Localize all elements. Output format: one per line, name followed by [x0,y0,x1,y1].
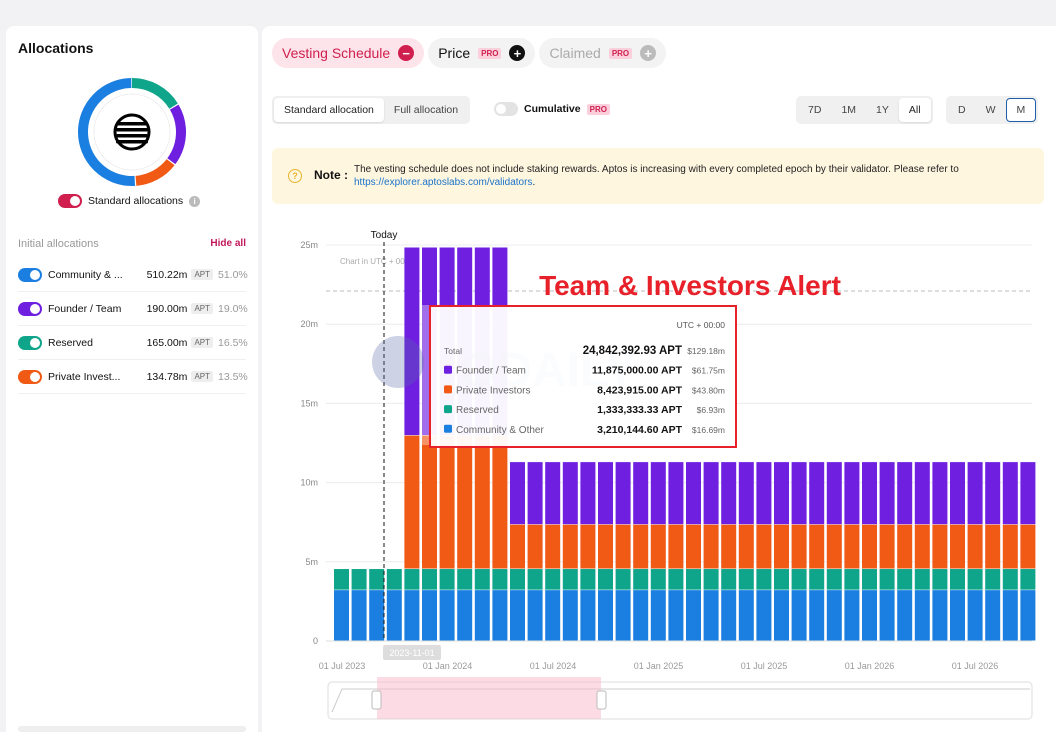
standard-allocations-label: Standard allocations [88,195,184,207]
tab-label: Claimed [549,45,601,61]
note-text: The vesting schedule does not include st… [354,163,1034,189]
allocation-percent: 13.5% [218,370,248,383]
allocation-name: Reserved [48,336,93,349]
allocation-name: Community & ... [48,268,123,281]
allocation-amount: 134.78m [146,370,188,383]
allocation-percent: 19.0% [218,302,248,315]
donut-segment-reserved [78,78,186,186]
allocation-percent: 16.5% [218,336,248,349]
tab-label: Price [438,45,471,61]
note-banner: ? Note : The vesting schedule does not i… [272,148,1044,204]
initial-allocations-header: Initial allocations Hide all [18,238,246,250]
allocation-amount: 190.00m [146,302,188,315]
allocation-toggle[interactable] [18,301,42,316]
warning-icon: ? [288,169,302,183]
allocation-toggle[interactable] [18,267,42,282]
allocation-list: Community & ... 510.22m APT 51.0% Founder / … [18,258,248,394]
chart-tabs: Vesting Schedule − Price PRO + Claimed P… [272,38,667,68]
sidebar-title: Allocations [18,40,94,56]
chart-controls: Standard allocation Full allocation Cumu… [272,96,1046,124]
allocation-unit: APT [191,371,213,382]
info-icon[interactable]: i [189,195,201,207]
cumulative-label: Cumulative [524,103,581,115]
allocation-amount: 165.00m [146,336,188,349]
hide-all-button[interactable]: Hide all [210,238,246,249]
allocation-item: Community & ... 510.22m APT 51.0% [18,258,248,292]
minus-icon[interactable]: − [398,45,415,61]
pro-badge: PRO [478,47,502,59]
allocation-toggle[interactable] [18,335,42,350]
cumulative-toggle[interactable] [494,102,518,116]
full-allocation-option[interactable]: Full allocation [393,104,459,116]
standard-allocation-option[interactable]: Standard allocation [274,98,384,122]
allocation-unit: APT [191,269,213,280]
interval-d[interactable]: D [958,104,966,116]
allocation-percent: 51.0% [218,268,248,281]
tab-claimed[interactable]: Claimed PRO + [539,38,667,68]
range-1y[interactable]: 1Y [876,104,889,116]
note-suffix: . [532,177,536,188]
note-body: The vesting schedule does not include st… [354,164,959,175]
cumulative-toggle-row: Cumulative PRO [494,102,610,116]
standard-allocations-toggle-row: Standard allocations i [58,194,201,208]
initial-allocations-label: Initial allocations [18,238,99,250]
allocation-item: Reserved 165.00m APT 16.5% [18,326,248,360]
allocation-unit: APT [191,303,213,314]
donut-segment-community [78,78,186,186]
main-panel: Vesting Schedule − Price PRO + Claimed P… [262,26,1056,732]
pro-badge: PRO [586,103,610,115]
standard-allocations-toggle[interactable] [58,194,82,208]
allocation-toggle[interactable] [18,369,42,384]
allocation-type-switch: Standard allocation Full allocation [272,96,471,124]
allocation-item: Founder / Team 190.00m APT 19.0% [18,292,248,326]
range-1m[interactable]: 1M [841,104,857,116]
range-7d[interactable]: 7D [808,104,822,116]
range-switch: 7D 1M 1Y All [796,96,933,124]
validators-link[interactable]: https://explorer.aptoslabs.com/validator… [354,177,533,188]
allocations-sidebar: Allocations Standard allocations i Initi… [6,26,258,732]
allocation-name: Founder / Team [48,302,122,315]
plus-icon[interactable]: + [509,45,526,61]
sidebar-footer [18,726,246,732]
pro-badge: PRO [608,47,633,59]
tab-label: Vesting Schedule [282,45,391,61]
range-all[interactable]: All [898,98,931,122]
allocation-amount: 510.22m [146,268,188,281]
tab-price[interactable]: Price PRO + [428,38,536,68]
interval-m[interactable]: M [1005,98,1037,122]
allocation-unit: APT [191,337,213,348]
plus-icon[interactable]: + [640,45,657,61]
allocation-item: Private Invest... 134.78m APT 13.5% [18,360,248,394]
allocation-donut [78,78,186,186]
note-label: Note : [314,168,348,182]
allocation-name: Private Invest... [48,370,121,383]
donut-segment-founder-team [78,78,186,186]
interval-w[interactable]: W [985,104,996,116]
interval-switch: D W M [946,96,1039,124]
tab-vesting-schedule[interactable]: Vesting Schedule − [272,38,425,68]
aptos-logo-icon [113,113,151,151]
